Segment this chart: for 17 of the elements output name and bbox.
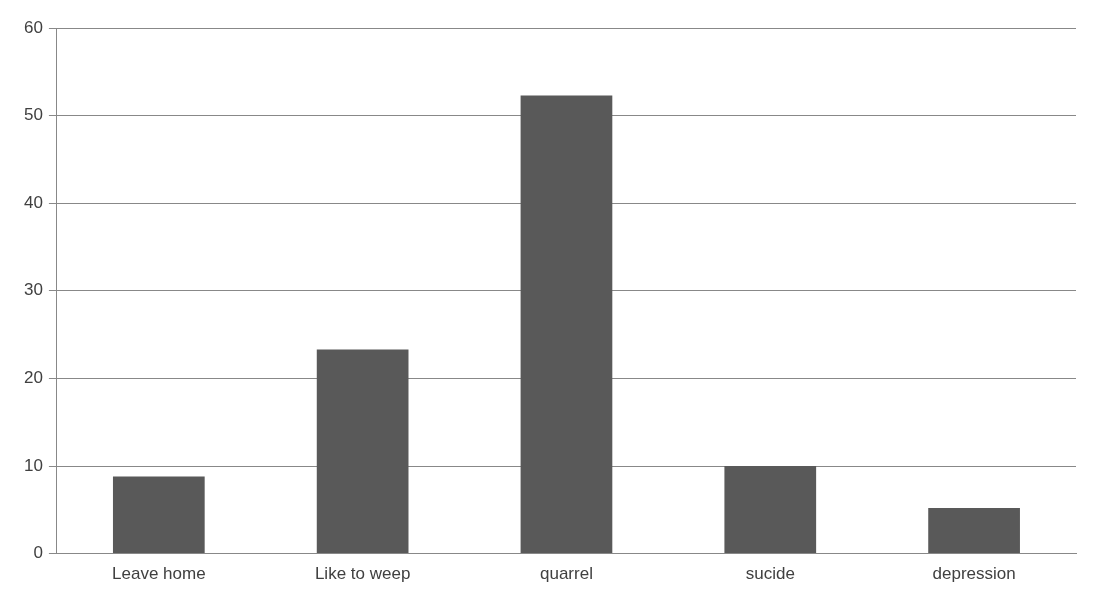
y-tick-label: 0 (33, 543, 43, 563)
y-tick-label: 10 (23, 455, 43, 475)
bar (316, 349, 409, 554)
x-tick-label: sucide (745, 564, 795, 584)
x-tick-label: depression (932, 564, 1016, 584)
y-tick-label: 50 (23, 105, 43, 125)
bar (724, 466, 817, 554)
x-tick-label: Like to weep (314, 564, 411, 584)
y-tick-label: 60 (23, 17, 43, 37)
y-tick-label: 40 (23, 192, 43, 212)
bar (520, 95, 613, 554)
y-tick-label: 30 (23, 280, 43, 300)
y-tick-label: 20 (23, 368, 43, 388)
bar (928, 508, 1020, 554)
bar (112, 476, 205, 554)
x-tick-label: Leave home (112, 564, 206, 584)
x-tick-label: quarrel (539, 564, 593, 584)
